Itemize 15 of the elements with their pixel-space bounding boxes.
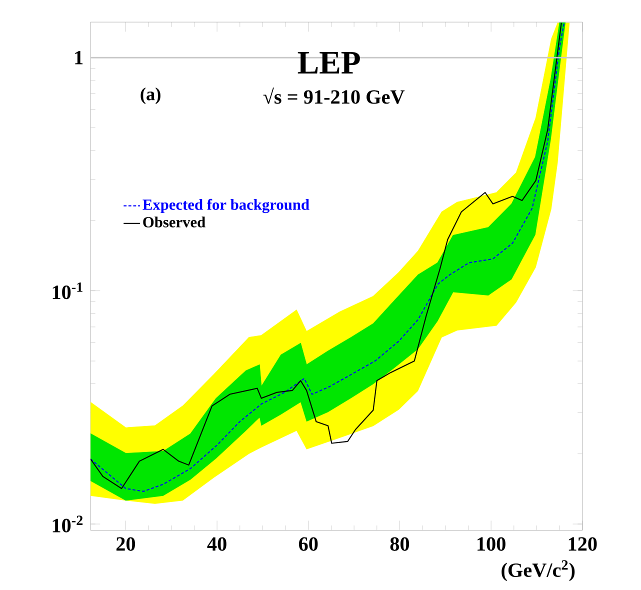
- annotation: (a): [140, 88, 160, 104]
- x-tick-label: 80: [390, 537, 410, 551]
- x-tick-label: 20: [116, 537, 136, 551]
- x-tick-label: 100: [478, 537, 506, 551]
- x-tick-label: 40: [207, 537, 226, 551]
- legend-label: Expected for background: [142, 198, 310, 214]
- x-axis-title: (GeV/c$^{2}$): [502, 560, 575, 582]
- annotation: √s = 91-210 GeV: [263, 88, 405, 104]
- legend-label: Observed: [143, 216, 206, 228]
- y-tick-label: 10$^{-2}$: [52, 516, 83, 532]
- y-tick-label: 10$^{-1}$: [52, 282, 82, 300]
- annotation: LEP: [298, 52, 360, 74]
- x-tick-label: 60: [298, 537, 318, 551]
- x-tick-label: 120: [568, 537, 597, 551]
- y-tick-label: 1: [75, 51, 83, 64]
